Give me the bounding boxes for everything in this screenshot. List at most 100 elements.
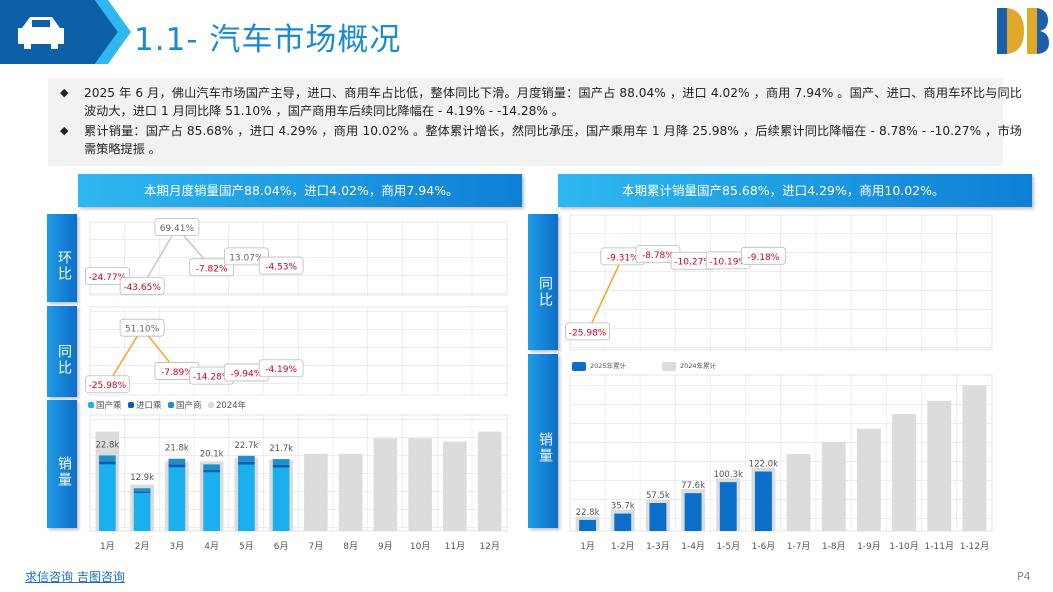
legend-swatch (168, 402, 174, 408)
bar-segment (649, 502, 667, 531)
bar-segment (719, 482, 737, 531)
data-label: 13.07% (229, 253, 264, 263)
x-tick-label: 12月 (479, 541, 499, 552)
total-label: 22.8k (95, 440, 119, 450)
data-label: -7.89% (161, 368, 193, 378)
bar-segment (168, 458, 186, 465)
side-tab: 销量 (47, 400, 77, 528)
bar (338, 453, 363, 531)
data-label: 122.0k (749, 460, 778, 470)
car-icon (18, 17, 64, 49)
page-title: 1.1- 汽车市场概况 (134, 22, 402, 58)
x-tick-label: 1-3月 (646, 541, 670, 552)
bar-segment (754, 471, 772, 531)
legend-swatch (208, 402, 214, 408)
legend-label: 2024年 (216, 400, 247, 411)
bar-segment (133, 488, 151, 492)
side-label: 同比 (56, 344, 72, 376)
bar-segment (203, 469, 220, 473)
bar-segment (238, 464, 255, 531)
logo (997, 8, 1049, 54)
data-label-box (84, 375, 130, 394)
bar (304, 453, 328, 531)
banner-text: 本期月度销量国产88.04%，进口4.02%，商用7.94%。 (144, 183, 459, 198)
total-label: 20.1k (200, 449, 224, 459)
x-tick-label: 1-5月 (716, 541, 740, 552)
data-label: -4.53% (265, 263, 297, 273)
banner-text: 本期累计销量国产85.68%，进口4.29%，商用10.02%。 (622, 183, 945, 198)
side-tab: 环比 (47, 214, 77, 302)
panel-banner: 本期月度销量国产88.04%，进口4.02%，商用7.94%。 (78, 174, 522, 207)
bar-segment (684, 493, 702, 531)
bar-segment (168, 467, 186, 531)
data-label: -7.82% (196, 264, 228, 274)
legend-label: 2025年累计 (590, 361, 627, 370)
legend-label: 国产乘 (96, 400, 122, 411)
data-label: -8.78% (642, 251, 674, 261)
data-label: 69.41% (160, 224, 195, 234)
bullet-box: 2025 年 6 月，佛山汽车市场国产主导，进口、商用车占比低，整体同比下滑。月… (48, 78, 1022, 166)
bar-segment (203, 464, 220, 470)
data-label: -9.94% (230, 369, 262, 379)
x-tick-label: 2月 (135, 541, 150, 552)
data-label-box (154, 218, 200, 236)
legend-swatch (572, 362, 586, 371)
bullet-text: 2025 年 6 月，佛山汽车市场国产主导，进口、商用车占比低，整体同比下滑。月… (60, 84, 1022, 120)
footer-link: 求信咨询 吉图咨询 (25, 570, 125, 584)
bar (856, 428, 881, 531)
bar (892, 414, 917, 531)
bar (962, 385, 987, 531)
x-tick-label: 5月 (239, 541, 254, 552)
data-label: 35.7k (611, 502, 635, 512)
x-tick-label: 11月 (445, 541, 465, 552)
data-label-box (119, 277, 165, 295)
bullet-text: 累计销量：国产占 85.68% ，进口 4.29% ，商用 10.02% 。整体… (60, 122, 1022, 158)
data-label: -25.98% (569, 328, 607, 338)
bar (443, 441, 467, 531)
data-label-box (741, 246, 786, 265)
bar-segment (272, 467, 290, 531)
x-tick-label: 8月 (343, 541, 358, 552)
total-label: 21.8k (165, 444, 189, 454)
bar (821, 441, 846, 531)
data-label-box (258, 256, 304, 275)
x-tick-label: 1月 (580, 541, 595, 552)
x-tick-label: 1-4月 (681, 541, 705, 552)
bar-segment (238, 455, 255, 462)
data-label: -43.65% (123, 283, 161, 293)
data-label-box (84, 267, 130, 286)
x-tick-label: 1-12月 (960, 541, 989, 552)
bar (927, 400, 952, 531)
plot-area (89, 414, 508, 532)
total-label: 21.7k (269, 444, 293, 454)
side-label: 环比 (56, 250, 72, 282)
side-label: 销量 (537, 432, 553, 464)
data-label-box (258, 359, 304, 378)
x-tick-label: 1-6月 (752, 541, 776, 552)
data-label: 77.6k (681, 481, 705, 491)
data-label: -24.77% (89, 273, 127, 283)
bar-segment (133, 493, 151, 531)
bar-segment (168, 464, 186, 468)
side-label: 同比 (537, 276, 553, 308)
legend-swatch (662, 362, 676, 371)
total-label: 22.7k (234, 441, 258, 451)
legend-label: 2024年累计 (680, 361, 717, 370)
x-tick-label: 1-7月 (787, 541, 811, 552)
x-tick-label: 1-2月 (611, 541, 635, 552)
x-tick-label: 1-10月 (889, 541, 918, 552)
page-number: P4 (1017, 570, 1031, 583)
data-label: -25.98% (89, 381, 127, 391)
x-tick-label: 6月 (274, 541, 289, 552)
total-label: 12.9k (130, 473, 154, 483)
bar-segment (238, 461, 255, 465)
bar-segment (99, 464, 116, 531)
bar-segment (99, 461, 116, 465)
panel-banner: 本期累计销量国产85.68%，进口4.29%，商用10.02%。 (558, 174, 1032, 207)
data-label: 22.8k (576, 508, 600, 518)
data-label: -10.19% (709, 257, 747, 267)
legend-label: 进口乘 (136, 400, 162, 411)
bar-segment (272, 464, 290, 468)
